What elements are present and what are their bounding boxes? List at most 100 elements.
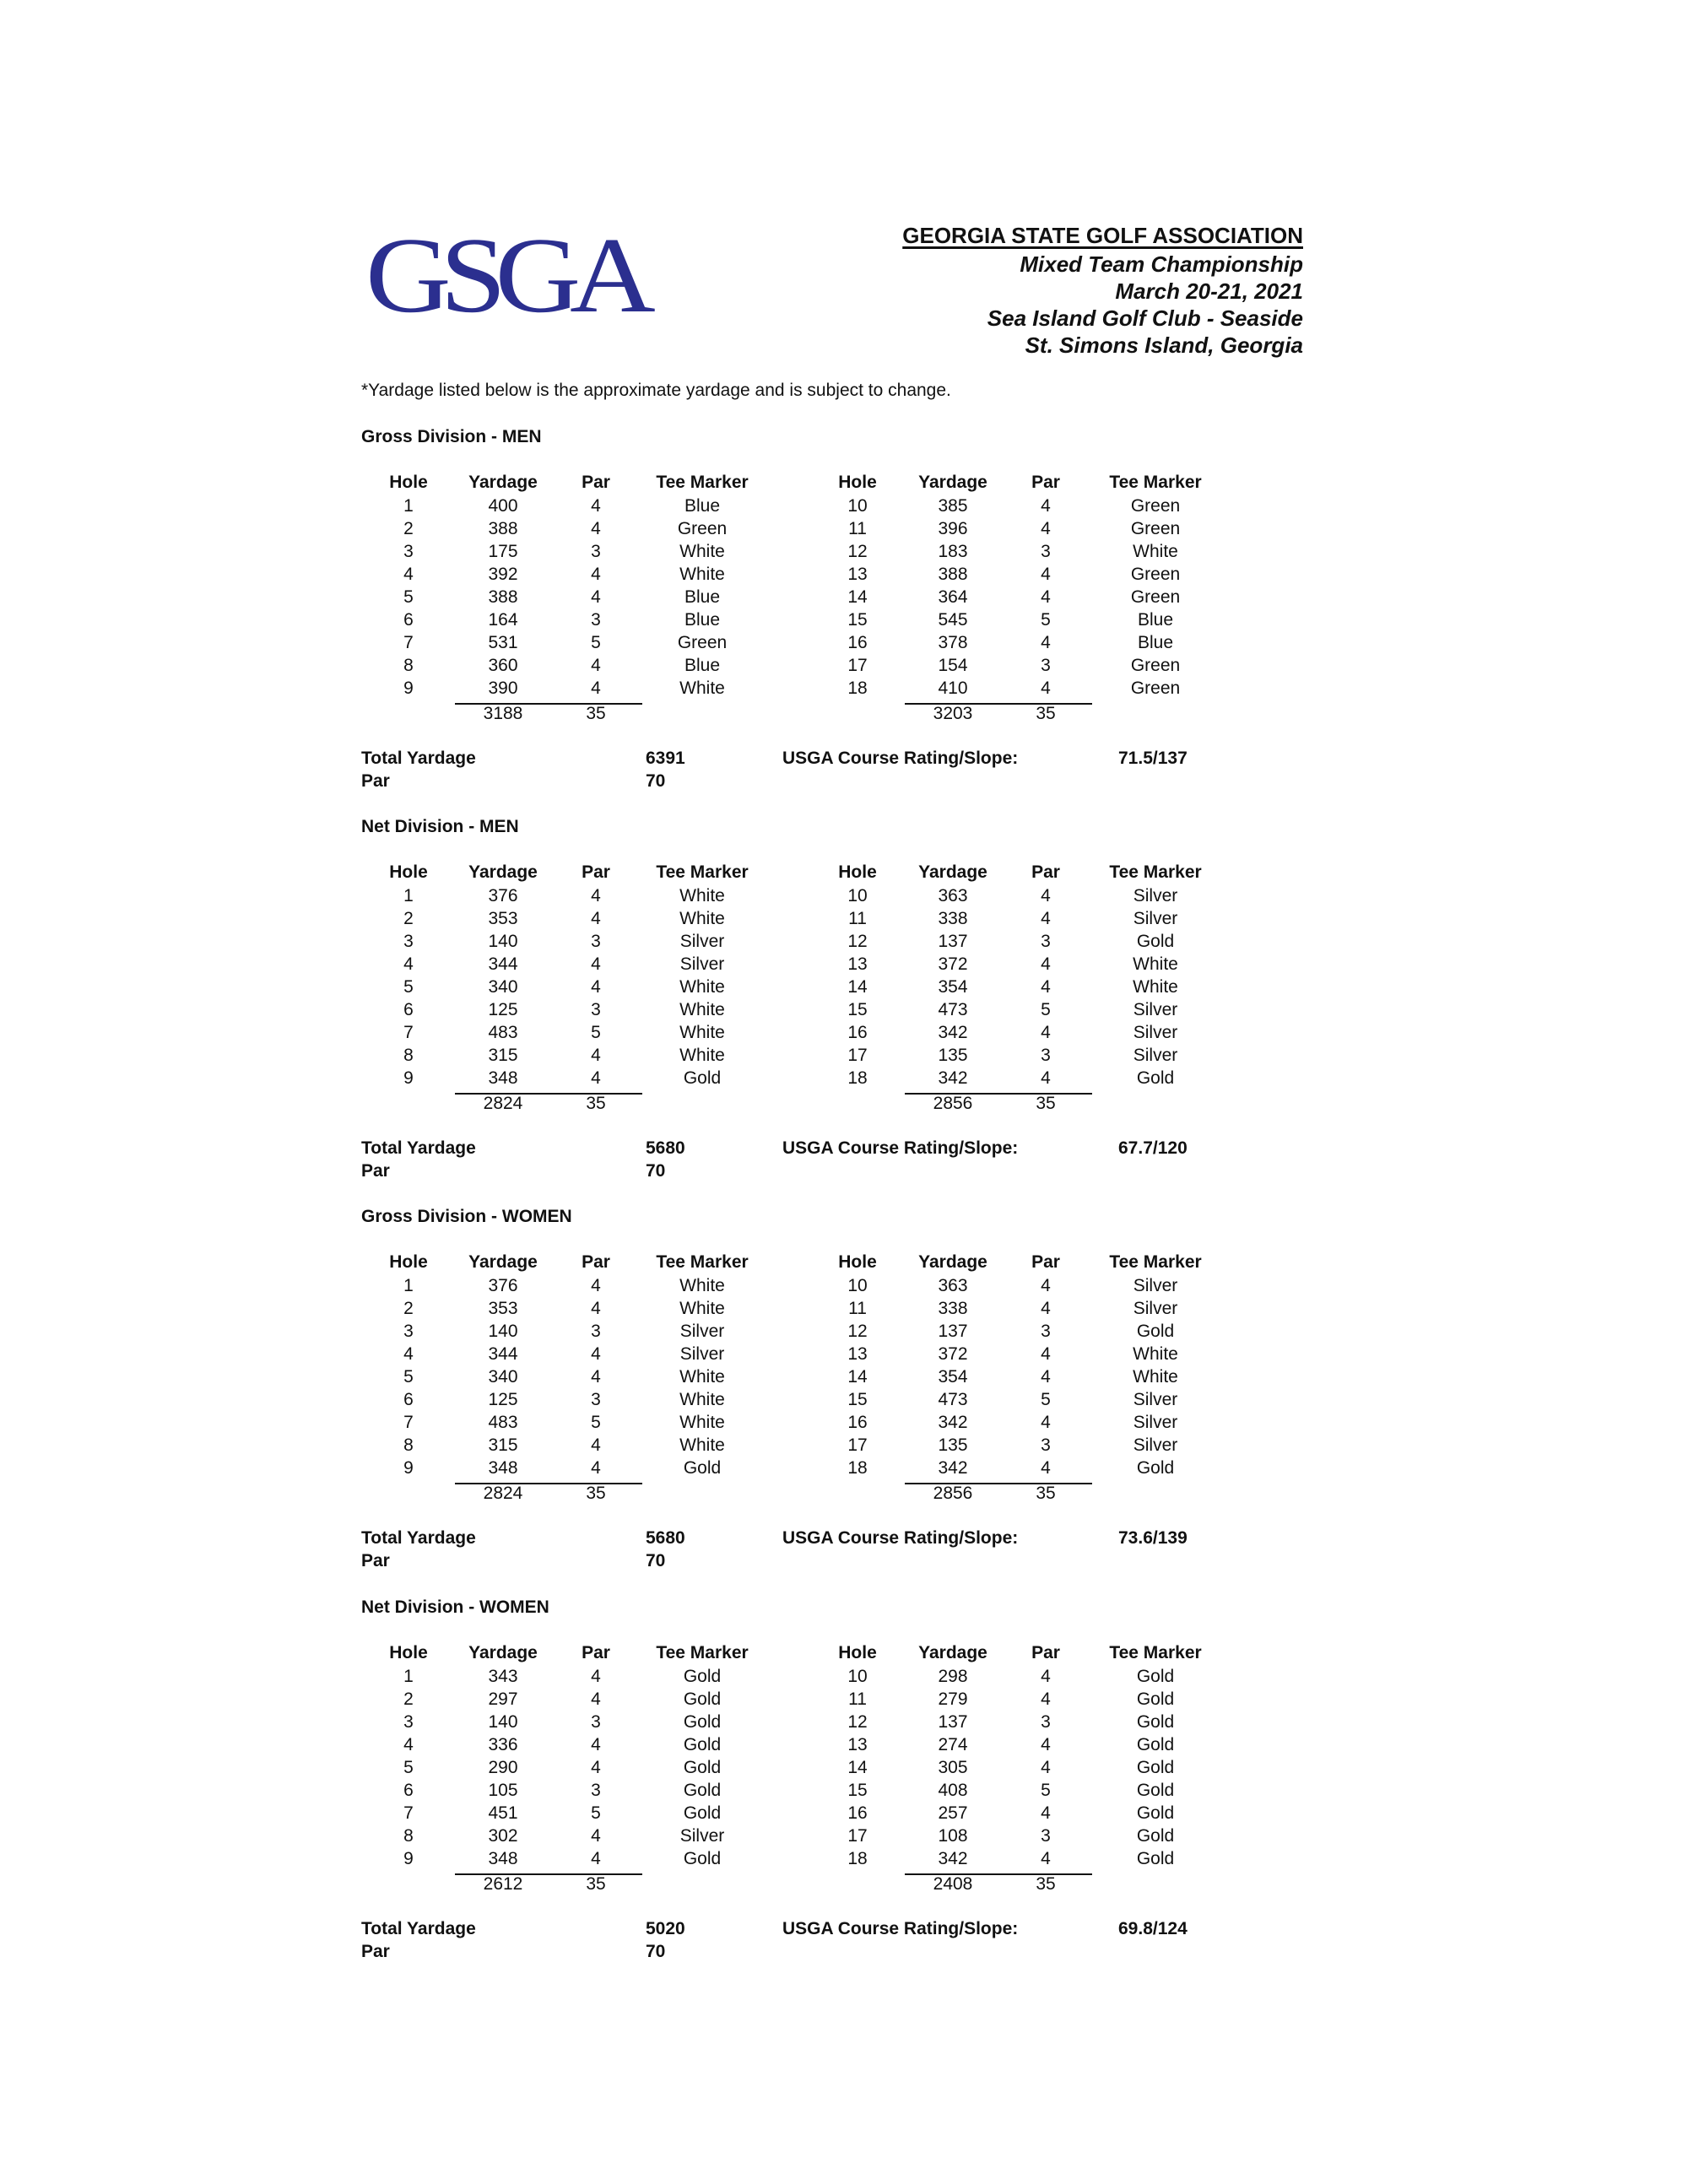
par-label: Par bbox=[361, 1551, 390, 1570]
cell-par: 4 bbox=[591, 1046, 601, 1065]
cell-hole: 15 bbox=[847, 1390, 868, 1409]
cell-yardage: 390 bbox=[488, 678, 518, 698]
cell-yardage: 483 bbox=[488, 1413, 518, 1432]
column-header-par: Par bbox=[582, 1252, 610, 1272]
cell-hole: 8 bbox=[403, 1826, 414, 1846]
column-header-tee-marker: Tee Marker bbox=[656, 862, 749, 882]
cell-hole: 2 bbox=[403, 519, 414, 538]
cell-yardage: 336 bbox=[488, 1735, 518, 1754]
cell-hole: 12 bbox=[847, 1712, 868, 1732]
cell-yardage: 105 bbox=[488, 1781, 518, 1800]
subtotal-par: 35 bbox=[586, 1094, 606, 1113]
cell-tee-marker: Green bbox=[1130, 587, 1181, 607]
cell-hole: 1 bbox=[403, 886, 414, 905]
column-header-tee-marker: Tee Marker bbox=[656, 1252, 749, 1272]
cell-yardage: 372 bbox=[938, 1344, 968, 1364]
cell-hole: 4 bbox=[403, 1735, 414, 1754]
cell-hole: 15 bbox=[847, 610, 868, 630]
cell-par: 4 bbox=[591, 1299, 601, 1318]
cell-tee-marker: Silver bbox=[679, 954, 725, 974]
cell-tee-marker: White bbox=[679, 1390, 725, 1409]
cell-par: 4 bbox=[591, 1689, 601, 1709]
par-label: Par bbox=[361, 771, 390, 791]
subtotal-par: 35 bbox=[1036, 704, 1056, 723]
cell-par: 5 bbox=[1041, 1781, 1051, 1800]
cell-tee-marker: Blue bbox=[1137, 610, 1174, 630]
cell-yardage: 274 bbox=[938, 1735, 968, 1754]
cell-hole: 3 bbox=[403, 542, 414, 561]
cell-tee-marker: White bbox=[679, 1276, 725, 1295]
cell-yardage: 451 bbox=[488, 1803, 518, 1823]
cell-tee-marker: Blue bbox=[1137, 633, 1174, 652]
cell-hole: 6 bbox=[403, 610, 414, 630]
cell-tee-marker: Gold bbox=[1136, 1689, 1175, 1709]
division-section: Gross Division - MEN Hole Yardage Par Tee Ma… bbox=[0, 427, 1688, 815]
cell-tee-marker: Silver bbox=[1133, 1413, 1178, 1432]
rating-label: USGA Course Rating/Slope: bbox=[782, 1528, 1019, 1548]
subtotal-yardage: 3203 bbox=[933, 704, 973, 723]
cell-yardage: 364 bbox=[938, 587, 968, 607]
cell-hole: 4 bbox=[403, 954, 414, 974]
cell-tee-marker: White bbox=[679, 1023, 725, 1042]
cell-tee-marker: Blue bbox=[684, 656, 721, 675]
cell-par: 4 bbox=[1041, 587, 1051, 607]
total-yardage-label: Total Yardage bbox=[361, 749, 476, 768]
cell-par: 5 bbox=[591, 633, 601, 652]
column-header-hole: Hole bbox=[389, 1252, 428, 1272]
cell-yardage: 344 bbox=[488, 954, 518, 974]
cell-hole: 16 bbox=[847, 1803, 868, 1823]
division-title: Net Division - MEN bbox=[361, 817, 519, 836]
cell-par: 3 bbox=[591, 610, 601, 630]
cell-tee-marker: Gold bbox=[683, 1458, 722, 1478]
subtotal-yardage: 2824 bbox=[483, 1094, 523, 1113]
column-header-par: Par bbox=[582, 1643, 610, 1662]
cell-par: 4 bbox=[591, 886, 601, 905]
cell-yardage: 343 bbox=[488, 1667, 518, 1686]
cell-yardage: 410 bbox=[938, 678, 968, 698]
cell-tee-marker: White bbox=[679, 542, 725, 561]
column-header-tee-marker: Tee Marker bbox=[656, 1643, 749, 1662]
cell-par: 4 bbox=[591, 1667, 601, 1686]
cell-hole: 5 bbox=[403, 977, 414, 997]
cell-hole: 13 bbox=[847, 565, 868, 584]
cell-hole: 18 bbox=[847, 1068, 868, 1088]
cell-yardage: 257 bbox=[938, 1803, 968, 1823]
yardage-disclaimer: *Yardage listed below is the approximate… bbox=[361, 381, 951, 400]
column-header-yardage: Yardage bbox=[468, 473, 538, 492]
cell-par: 3 bbox=[1041, 542, 1051, 561]
total-yardage-value: 5020 bbox=[646, 1919, 685, 1938]
cell-yardage: 108 bbox=[938, 1826, 968, 1846]
cell-hole: 1 bbox=[403, 1276, 414, 1295]
cell-hole: 1 bbox=[403, 496, 414, 516]
cell-par: 3 bbox=[1041, 1826, 1051, 1846]
cell-tee-marker: Gold bbox=[1136, 1735, 1175, 1754]
cell-hole: 3 bbox=[403, 1322, 414, 1341]
cell-hole: 7 bbox=[403, 1413, 414, 1432]
cell-tee-marker: White bbox=[1133, 1367, 1178, 1387]
cell-par: 3 bbox=[591, 542, 601, 561]
cell-yardage: 408 bbox=[938, 1781, 968, 1800]
cell-hole: 2 bbox=[403, 1299, 414, 1318]
cell-par: 4 bbox=[1041, 678, 1051, 698]
par-label: Par bbox=[361, 1942, 390, 1961]
par-label: Par bbox=[361, 1161, 390, 1181]
cell-yardage: 376 bbox=[488, 886, 518, 905]
cell-tee-marker: Silver bbox=[679, 1344, 725, 1364]
cell-tee-marker: Silver bbox=[679, 1322, 725, 1341]
cell-tee-marker: Blue bbox=[684, 610, 721, 630]
cell-par: 4 bbox=[1041, 1413, 1051, 1432]
cell-tee-marker: White bbox=[679, 1413, 725, 1432]
cell-hole: 5 bbox=[403, 1758, 414, 1777]
cell-par: 4 bbox=[591, 954, 601, 974]
cell-tee-marker: Silver bbox=[1133, 1276, 1178, 1295]
cell-hole: 9 bbox=[403, 1849, 414, 1868]
cell-yardage: 400 bbox=[488, 496, 518, 516]
par-value: 70 bbox=[646, 1942, 666, 1961]
division-title: Net Division - WOMEN bbox=[361, 1597, 549, 1617]
column-header-par: Par bbox=[1031, 1643, 1060, 1662]
cell-tee-marker: White bbox=[679, 977, 725, 997]
total-yardage-value: 5680 bbox=[646, 1138, 685, 1158]
division-section: Gross Division - WOMEN Hole Yardage Par Tee … bbox=[0, 1207, 1688, 1595]
cell-hole: 17 bbox=[847, 1046, 868, 1065]
cell-yardage: 342 bbox=[938, 1849, 968, 1868]
